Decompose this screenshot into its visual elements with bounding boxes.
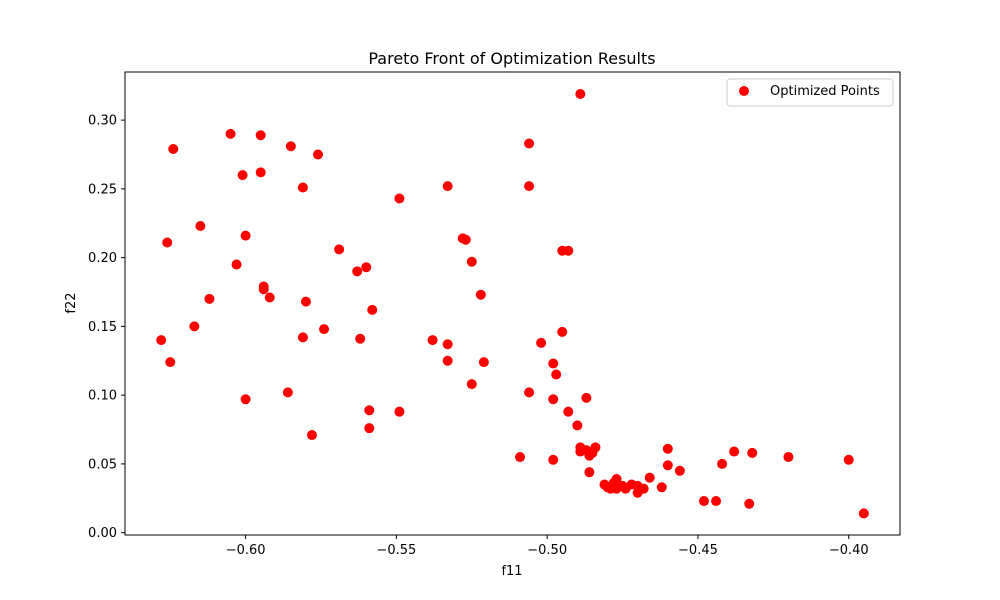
data-point	[563, 245, 574, 256]
x-tick-label: −0.60	[226, 543, 266, 558]
data-point	[557, 326, 568, 337]
data-point	[475, 289, 486, 300]
legend-label: Optimized Points	[770, 84, 880, 99]
data-point	[611, 474, 622, 485]
x-axis-title: f11	[501, 564, 522, 579]
data-point	[698, 496, 709, 507]
data-point	[306, 430, 317, 441]
x-tick-label: −0.50	[527, 543, 567, 558]
y-tick-label: 0.15	[88, 320, 117, 335]
data-point	[255, 167, 266, 178]
data-point	[264, 292, 275, 303]
y-tick-label: 0.30	[88, 114, 117, 129]
data-point	[231, 259, 242, 270]
data-point	[656, 482, 667, 493]
data-point	[297, 332, 308, 343]
legend-box	[726, 78, 894, 107]
data-point	[427, 335, 438, 346]
data-point	[352, 266, 363, 277]
plot-area-frame	[124, 71, 901, 536]
data-point	[189, 321, 200, 332]
y-axis-title: f22	[64, 292, 79, 313]
x-tick-label: −0.45	[678, 543, 718, 558]
data-point	[285, 141, 296, 152]
chart-title: Pareto Front of Optimization Results	[368, 49, 655, 68]
data-point	[515, 452, 526, 463]
data-point	[240, 230, 251, 241]
legend: Optimized Points	[726, 78, 894, 107]
data-point	[466, 256, 477, 267]
data-point	[729, 446, 740, 457]
data-point	[536, 337, 547, 348]
data-point	[334, 244, 345, 255]
data-point	[524, 181, 535, 192]
data-point	[548, 394, 559, 405]
data-point	[524, 138, 535, 149]
data-point	[165, 357, 176, 368]
data-point	[300, 296, 311, 307]
data-point	[394, 193, 405, 204]
data-point	[355, 333, 366, 344]
ticks-layer: −0.60 −0.55 −0.50 −0.45 −0.40 0.00 0.05 0.10 0.1…	[88, 114, 869, 558]
y-tick-label: 0.25	[88, 182, 117, 197]
x-tick-label: −0.55	[376, 543, 416, 558]
data-point	[644, 472, 655, 483]
data-point	[551, 369, 562, 380]
legend-marker	[739, 86, 749, 96]
data-point	[662, 460, 673, 471]
data-point	[638, 483, 649, 494]
y-tick-label: 0.05	[88, 457, 117, 472]
y-tick-label: 0.10	[88, 389, 117, 404]
data-point	[394, 406, 405, 417]
data-point	[548, 454, 559, 465]
data-point	[584, 450, 595, 461]
data-point	[361, 262, 372, 273]
data-point	[747, 447, 758, 458]
data-point	[717, 458, 728, 469]
data-point	[364, 405, 375, 416]
data-point	[195, 221, 206, 232]
data-point	[442, 355, 453, 366]
data-point	[563, 406, 574, 417]
data-point	[581, 392, 592, 403]
data-point	[524, 387, 535, 398]
data-point	[662, 443, 673, 454]
data-point	[744, 498, 755, 509]
data-point	[282, 387, 293, 398]
data-point	[225, 128, 236, 139]
data-point	[237, 170, 248, 181]
data-point	[255, 130, 266, 141]
data-point	[548, 358, 559, 369]
data-point	[204, 293, 215, 304]
data-point	[364, 423, 375, 434]
data-point	[575, 89, 586, 100]
data-point	[156, 335, 167, 346]
data-point	[584, 467, 595, 478]
data-point	[711, 496, 722, 507]
data-point	[312, 149, 323, 160]
y-tick-label: 0.20	[88, 251, 117, 266]
data-point	[168, 144, 179, 155]
data-point	[466, 379, 477, 390]
data-point	[572, 420, 583, 431]
data-point	[843, 454, 854, 465]
data-point	[297, 182, 308, 193]
data-point	[367, 304, 378, 315]
data-point	[258, 284, 269, 295]
data-point	[162, 237, 173, 248]
data-point	[460, 234, 471, 245]
data-point	[442, 339, 453, 350]
points-layer	[156, 89, 869, 519]
x-tick-label: −0.40	[829, 543, 869, 558]
data-point	[858, 508, 869, 519]
data-point	[783, 452, 794, 463]
y-tick-label: 0.00	[88, 526, 117, 541]
data-point	[674, 465, 685, 476]
data-point	[442, 181, 453, 192]
data-point	[240, 394, 251, 405]
data-point	[319, 324, 330, 335]
data-point	[478, 357, 489, 368]
